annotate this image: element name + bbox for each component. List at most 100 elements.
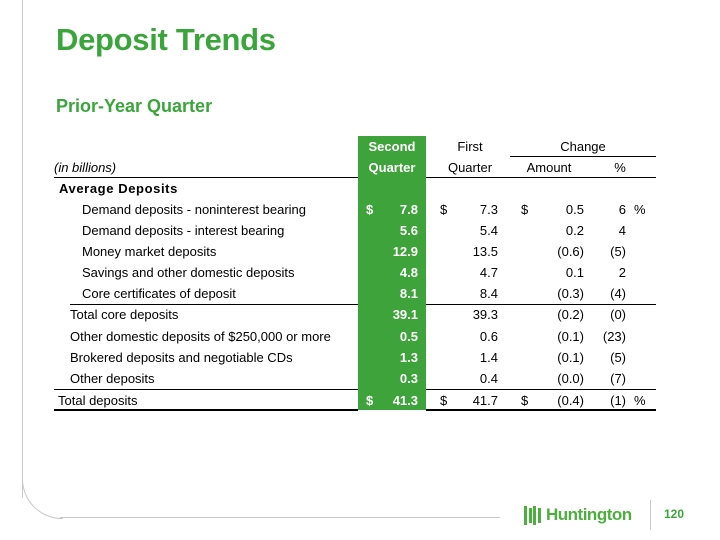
header-first-line2: Quarter [447, 160, 493, 175]
first-quarter-value: 0.6 [479, 329, 498, 344]
second-quarter-value: 5.6 [399, 223, 418, 238]
frame-bottom-line [60, 517, 500, 518]
section-row: Average Deposits [54, 178, 656, 199]
change-pct-value: 4 [618, 223, 626, 238]
huntington-logo-mark-icon [524, 505, 541, 525]
first-currency: $ [440, 393, 448, 408]
change-amount-value: (0.4) [557, 393, 584, 408]
change-pct-value: (4) [610, 286, 626, 301]
amount-currency: $ [521, 393, 529, 408]
change-underline [510, 156, 656, 157]
table-row: Savings and other domestic deposits 4.8 4.… [54, 262, 656, 283]
row-label: Other domestic deposits of $250,000 or m… [70, 329, 331, 344]
change-pct-value: 6 [618, 202, 626, 217]
table-header-row-1: Second First Change [54, 136, 656, 157]
first-quarter-value: 5.4 [479, 223, 498, 238]
amount-currency: $ [521, 202, 529, 217]
second-quarter-value: 1.3 [399, 350, 418, 365]
change-pct-value: (7) [610, 371, 626, 386]
subtotal-rule-right [426, 304, 656, 305]
header-pct: % [614, 160, 626, 175]
table-row: Demand deposits - noninterest bearing $7.… [54, 199, 656, 220]
change-amount-value: (0.0) [557, 371, 584, 386]
second-quarter-value: 4.8 [399, 265, 418, 280]
header-second-line2: Quarter [368, 160, 416, 175]
change-amount-value: (0.1) [557, 329, 584, 344]
second-currency: $ [366, 393, 374, 408]
row-label: Money market deposits [82, 244, 217, 259]
change-pct-value: (0) [610, 307, 626, 322]
table-row: Other domestic deposits of $250,000 or m… [54, 326, 656, 347]
first-quarter-value: 41.7 [472, 393, 498, 408]
bottom-rule-right [426, 409, 656, 411]
subtotal-rule-left [70, 304, 358, 305]
change-amount-value: (0.3) [557, 286, 584, 301]
table-row: Brokered deposits and negotiable CDs 1.3 1… [54, 347, 656, 368]
pct-symbol: % [634, 393, 646, 408]
second-quarter-value: 7.8 [399, 202, 418, 217]
first-quarter-value: 1.4 [479, 350, 498, 365]
change-amount-value: (0.2) [557, 307, 584, 322]
bottom-rule-left [54, 409, 358, 411]
change-pct-value: (1) [610, 393, 626, 408]
total-rule-left [54, 389, 358, 390]
row-label: Other deposits [70, 371, 155, 386]
header-underline-right [426, 177, 656, 178]
table-row: Demand deposits - interest bearing 5.6 5.4… [54, 220, 656, 241]
row-label: Core certificates of deposit [82, 286, 236, 301]
second-quarter-value: 41.3 [392, 393, 418, 408]
huntington-logo: Huntington [524, 505, 632, 525]
row-label: Demand deposits - noninterest bearing [82, 202, 307, 217]
first-quarter-value: 4.7 [479, 265, 498, 280]
row-label: Total deposits [58, 393, 138, 408]
row-label: Demand deposits - interest bearing [82, 223, 285, 238]
change-amount-value: (0.6) [557, 244, 584, 259]
row-label: Savings and other domestic deposits [82, 265, 295, 280]
first-quarter-value: 7.3 [479, 202, 498, 217]
total-rule-right [426, 389, 656, 390]
second-quarter-value: 8.1 [399, 286, 418, 301]
second-quarter-column-highlight [358, 136, 426, 410]
header-underline-left [54, 177, 358, 178]
change-amount-value: (0.1) [557, 350, 584, 365]
change-amount-value: 0.5 [565, 202, 584, 217]
unit-label: (in billions) [54, 160, 117, 175]
header-amount: Amount [526, 160, 572, 175]
change-pct-value: 2 [618, 265, 626, 280]
second-quarter-value: 0.3 [399, 371, 418, 386]
footer-separator [650, 500, 651, 530]
table-row: Money market deposits 12.9 13.5 (0.6) (5) [54, 241, 656, 262]
section-label: Average Deposits [59, 181, 178, 196]
row-label: Total core deposits [70, 307, 179, 322]
row-label: Brokered deposits and negotiable CDs [70, 350, 293, 365]
frame-left-line [22, 0, 23, 498]
first-currency: $ [440, 202, 448, 217]
change-amount-value: 0.2 [565, 223, 584, 238]
first-quarter-value: 39.3 [472, 307, 498, 322]
change-pct-value: (23) [602, 329, 626, 344]
table-row: Core certificates of deposit 8.1 8.4 (0.3) (… [54, 283, 656, 304]
header-change: Change [560, 139, 606, 154]
first-quarter-value: 13.5 [472, 244, 498, 259]
second-quarter-value: 0.5 [399, 329, 418, 344]
frame-curve [22, 478, 63, 519]
pct-symbol: % [634, 202, 646, 217]
table-row: Total core deposits 39.1 39.3 (0.2) (0) [54, 304, 656, 325]
page-number: 120 [664, 507, 685, 521]
change-pct-value: (5) [610, 244, 626, 259]
page-subtitle: Prior-Year Quarter [56, 96, 213, 116]
second-quarter-value: 12.9 [392, 244, 418, 259]
page-title: Deposit Trends [56, 22, 276, 57]
header-second-line1: Second [368, 139, 416, 154]
table-row: Other deposits 0.3 0.4 (0.0) (7) [54, 368, 656, 389]
first-quarter-value: 8.4 [479, 286, 498, 301]
change-pct-value: (5) [610, 350, 626, 365]
second-currency: $ [366, 202, 374, 217]
first-quarter-value: 0.4 [479, 371, 498, 386]
header-first-line1: First [457, 139, 483, 154]
change-amount-value: 0.1 [565, 265, 584, 280]
table-row: Total deposits $41.3 $41.7 $ (0.4) (1)% [54, 390, 656, 411]
logo-text: Huntington [546, 505, 632, 524]
second-quarter-value: 39.1 [392, 307, 418, 322]
table-header-row-2: (in billions) Quarter Quarter Amount % [54, 157, 656, 178]
